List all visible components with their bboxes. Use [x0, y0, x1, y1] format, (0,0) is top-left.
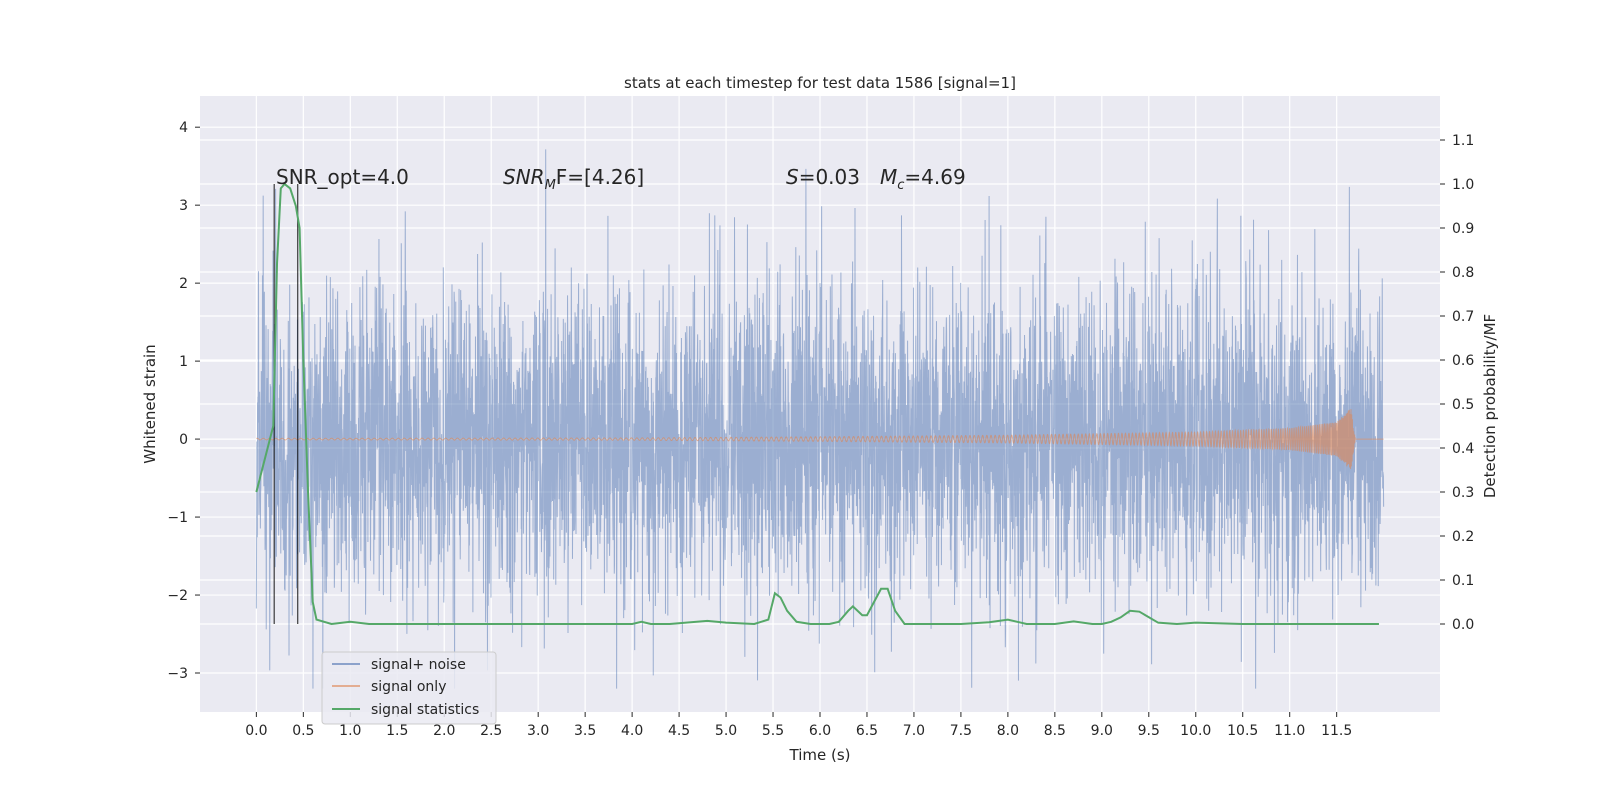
x-tick-label: 0.0: [245, 723, 267, 739]
signal-noise-line: [255, 149, 1385, 689]
x-tick-label: 3.0: [527, 723, 549, 739]
y-left-tick-label: −1: [167, 510, 188, 526]
x-tick-label: 7.5: [950, 723, 972, 739]
y-left-tick-label: −3: [167, 666, 188, 682]
snr-mf-symbol: SNR: [503, 165, 545, 189]
x-tick-label: 11.0: [1274, 723, 1305, 739]
y-left-axis-ticks: 4 3 2 1 0 −1 −2 −3: [167, 120, 200, 682]
x-tick-label: 8.0: [997, 723, 1019, 739]
y-left-tick-label: 4: [179, 120, 188, 136]
y-left-tick-label: 0: [179, 432, 188, 448]
mc-subscript: c: [897, 178, 904, 193]
x-tick-label: 5.5: [762, 723, 784, 739]
x-axis-label: Time (s): [789, 746, 851, 764]
annotations: SNR_opt=4.0 SNRMF=[4.26] S=0.03 Mc=4.69: [276, 165, 966, 193]
x-tick-label: 1.0: [339, 723, 361, 739]
y-right-tick-label: 0.5: [1452, 397, 1474, 413]
x-tick-label: 10.0: [1180, 723, 1211, 739]
mc-symbol: M: [880, 165, 897, 189]
legend-label-signal: signal only: [371, 679, 446, 695]
annotation-snr-mf: SNRMF=[4.26]: [503, 165, 644, 193]
y-right-tick-label: 0.0: [1452, 617, 1474, 633]
y-right-tick-label: 1.1: [1452, 133, 1474, 149]
x-tick-label: 6.0: [809, 723, 831, 739]
x-tick-label: 9.5: [1138, 723, 1160, 739]
s-value: =0.03: [799, 165, 860, 189]
y-right-tick-label: 0.6: [1452, 353, 1474, 369]
x-tick-label: 4.5: [668, 723, 690, 739]
y-right-tick-label: 0.9: [1452, 221, 1474, 237]
annotation-mc: Mc=4.69: [880, 165, 966, 193]
y-right-tick-label: 0.1: [1452, 573, 1474, 589]
y-right-tick-label: 0.2: [1452, 529, 1474, 545]
snr-mf-value: F=[4.26]: [556, 165, 644, 189]
mc-value: =4.69: [904, 165, 965, 189]
x-tick-label: 4.0: [621, 723, 643, 739]
signal-statistics-line: [255, 182, 1379, 626]
annotation-s: S=0.03: [786, 165, 860, 189]
x-tick-label: 9.0: [1091, 723, 1113, 739]
y-left-tick-label: 1: [179, 354, 188, 370]
x-tick-label: 10.5: [1227, 723, 1258, 739]
x-tick-label: 11.5: [1321, 723, 1352, 739]
signal-only-line: [256, 409, 1384, 469]
snr-mf-subscript: M: [545, 178, 556, 193]
x-tick-label: 8.5: [1044, 723, 1066, 739]
y-right-tick-label: 0.3: [1452, 485, 1474, 501]
x-tick-label: 3.5: [574, 723, 596, 739]
x-axis-ticks: 0.0 0.5 1.0 1.5 2.0 2.5 3.0 3.5 4.0 4.5 5.0 5.5 6.0 6…: [245, 712, 1352, 739]
y-left-tick-label: −2: [167, 588, 188, 604]
annotation-snr-opt: SNR_opt=4.0: [276, 165, 409, 189]
y-right-tick-label: 0.4: [1452, 441, 1474, 457]
legend-label-noise: signal+ noise: [371, 657, 466, 673]
y-right-tick-label: 1.0: [1452, 177, 1474, 193]
signal-statistics-series: [255, 182, 1379, 626]
legend-box: [321, 651, 497, 725]
x-tick-label: 7.0: [903, 723, 925, 739]
y-right-tick-label: 0.8: [1452, 265, 1474, 281]
y-left-tick-label: 3: [179, 198, 188, 214]
y-right-tick-label: 0.7: [1452, 309, 1474, 325]
legend: signal+ noise signal only signal statist…: [321, 651, 497, 725]
x-tick-label: 2.0: [433, 723, 455, 739]
x-tick-label: 6.5: [856, 723, 878, 739]
signal-noise-series: [255, 149, 1385, 689]
legend-label-stats: signal statistics: [371, 702, 479, 718]
y-left-tick-label: 2: [179, 276, 188, 292]
signal-only-series: [256, 409, 1384, 469]
x-tick-label: 0.5: [292, 723, 314, 739]
s-symbol: S: [786, 165, 799, 189]
x-tick-label: 5.0: [715, 723, 737, 739]
x-tick-label: 1.5: [386, 723, 408, 739]
y-right-axis-label: Detection probability/MF: [1481, 314, 1499, 498]
y-right-axis-ticks: 1.1 1.0 0.9 0.8 0.7 0.6 0.5 0.4 0.3 0.2 0.1 0.0: [1440, 133, 1474, 633]
y-left-axis-label: Whitened strain: [141, 344, 159, 463]
x-tick-label: 2.5: [480, 723, 502, 739]
chart-title: stats at each timestep for test data 158…: [624, 74, 1016, 92]
